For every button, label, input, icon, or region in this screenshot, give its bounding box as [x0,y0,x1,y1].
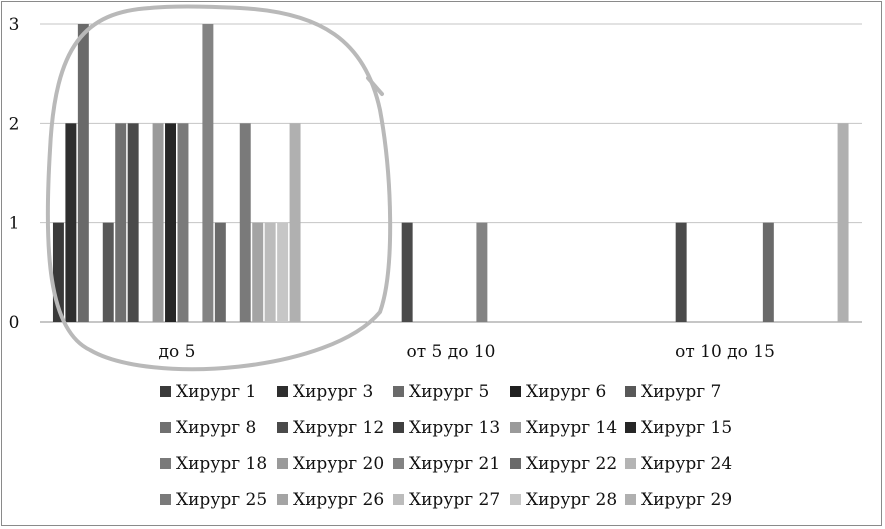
bar-Хирург-1 [52,222,64,322]
bar-Хирург-14 [152,123,164,322]
category-label: от 5 до 10 [406,342,495,362]
y-tick-label: 2 [9,114,20,134]
legend-swatch [510,422,521,433]
y-tick-label: 0 [9,313,20,333]
bar-Хирург-15 [165,123,176,322]
legend-label: Хирург 22 [526,454,617,474]
legend-swatch [393,458,404,469]
bar-Хирург-22 [214,222,226,322]
bar-Хирург-12 [675,222,687,322]
legend-swatch [393,494,404,505]
legend-swatch [625,386,636,397]
category-label: от 10 до 15 [675,342,775,362]
bar-Хирург-22 [762,222,774,322]
legend-swatch [625,494,636,505]
bar-Хирург-26 [252,222,264,322]
legend-swatch [160,422,171,433]
legend-swatch [510,458,521,469]
legend-label: Хирург 25 [176,490,267,510]
legend-label: Хирург 24 [641,454,732,474]
bar-Хирург-27 [264,222,276,322]
bar-Хирург-3 [65,123,77,322]
legend-swatch [510,494,521,505]
legend-label: Хирург 21 [409,454,500,474]
legend-swatch [277,422,288,433]
legend-swatch [277,494,288,505]
bar-Хирург-12 [127,123,139,322]
legend-swatch [625,458,636,469]
legend-label: Хирург 1 [176,382,256,402]
bar-Хирург-29 [289,123,301,322]
legend-label: Хирург 27 [409,490,500,510]
legend-label: Хирург 18 [176,454,267,474]
bar-Хирург-8 [115,123,127,322]
legend-swatch [393,422,404,433]
legend-label: Хирург 28 [526,490,617,510]
bar-Хирург-29 [837,123,849,322]
y-tick-label: 3 [9,15,20,35]
legend-swatch [160,386,171,397]
legend-swatch [277,458,288,469]
y-tick-label: 1 [9,214,20,234]
legend-label: Хирург 12 [293,418,384,438]
bar-Хирург-5 [77,24,89,322]
annotation-stroke-end [366,76,384,96]
legend-label: Хирург 8 [176,418,256,438]
legend-label: Хирург 13 [409,418,500,438]
legend-swatch [277,386,288,397]
bar-Хирург-21 [476,222,488,322]
legend-label: Хирург 7 [641,382,721,402]
legend-label: Хирург 5 [409,382,489,402]
legend-label: Хирург 6 [526,382,606,402]
bar-Хирург-18 [177,123,189,322]
bar-Хирург-21 [202,24,214,322]
legend-label: Хирург 15 [641,418,732,438]
legend-swatch [625,422,636,433]
legend-label: Хирург 20 [293,454,384,474]
bar-Хирург-25 [239,123,251,322]
legend-swatch [393,386,404,397]
legend-label: Хирург 26 [293,490,384,510]
legend-swatch [510,386,521,397]
category-label: до 5 [159,342,196,362]
legend-swatch [160,458,171,469]
bar-Хирург-28 [277,222,289,322]
legend-label: Хирург 29 [641,490,732,510]
legend-swatch [160,494,171,505]
legend-label: Хирург 14 [526,418,617,438]
annotation-circle [45,4,393,372]
bar-Хирург-7 [102,222,114,322]
bar-Хирург-12 [401,222,413,322]
legend-label: Хирург 3 [293,382,373,402]
